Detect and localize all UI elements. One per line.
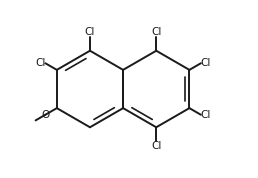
Text: Cl: Cl [201,110,211,120]
Text: Cl: Cl [35,58,45,68]
Text: Cl: Cl [151,140,162,151]
Text: Cl: Cl [201,58,211,68]
Text: O: O [41,110,50,120]
Text: Cl: Cl [85,27,95,38]
Text: Cl: Cl [151,27,162,38]
